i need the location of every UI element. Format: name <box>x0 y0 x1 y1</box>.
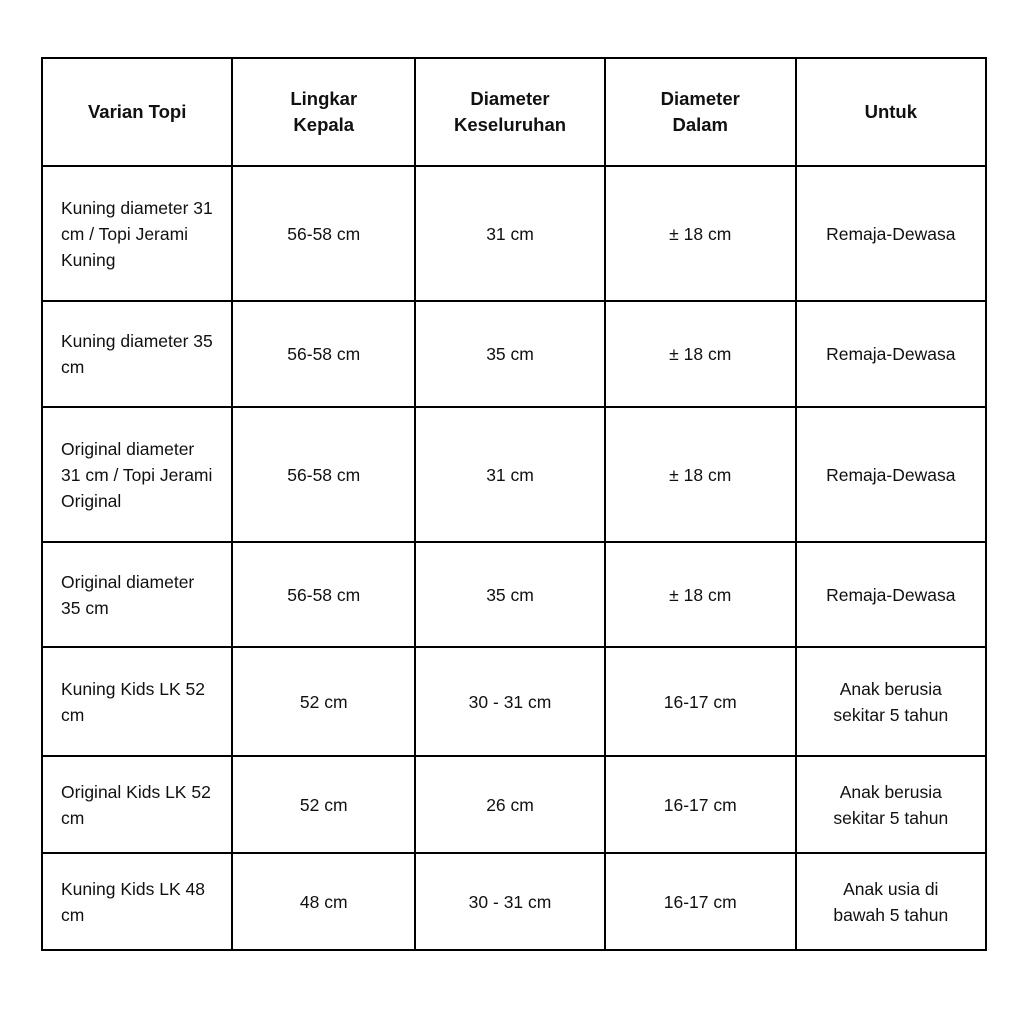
cell-varian-topi: Kuning Kids LK 52 cm <box>40 646 234 757</box>
cell-lingkar-kepala: 56-58 cm <box>231 165 417 302</box>
cell-diameter-keseluruhan: 31 cm <box>414 406 606 543</box>
cell-lingkar-kepala: 52 cm <box>231 646 417 757</box>
cell-untuk: Anak usia di bawah 5 tahun <box>794 852 988 951</box>
cell-diameter-dalam: 16-17 cm <box>603 852 797 951</box>
cell-varian-topi: Original diameter 35 cm <box>40 541 234 648</box>
cell-diameter-dalam: ± 18 cm <box>603 300 797 408</box>
cell-untuk: Remaja-Dewasa <box>794 406 988 543</box>
cell-varian-topi: Kuning diameter 35 cm <box>40 300 234 408</box>
cell-untuk: Remaja-Dewasa <box>794 165 988 302</box>
table-row: Original diameter 35 cm 56-58 cm 35 cm ± 18… <box>40 541 988 648</box>
cell-untuk: Remaja-Dewasa <box>794 541 988 648</box>
cell-lingkar-kepala: 56-58 cm <box>231 300 417 408</box>
header-lingkar-kepala: Lingkar Kepala <box>231 57 417 167</box>
table-row: Kuning Kids LK 52 cm 52 cm 30 - 31 cm 16-17… <box>40 646 988 757</box>
header-diameter-dalam: Diameter Dalam <box>603 57 797 167</box>
cell-diameter-dalam: ± 18 cm <box>603 165 797 302</box>
header-diameter-keseluruhan: Diameter Keseluruhan <box>414 57 606 167</box>
cell-untuk: Anak berusia sekitar 5 tahun <box>794 755 988 854</box>
cell-diameter-dalam: ± 18 cm <box>603 406 797 543</box>
cell-diameter-keseluruhan: 30 - 31 cm <box>414 646 606 757</box>
table-row: Kuning diameter 35 cm 56-58 cm 35 cm ± 18 c… <box>40 300 988 408</box>
header-untuk: Untuk <box>794 57 988 167</box>
cell-varian-topi: Kuning diameter 31 cm / Topi Jerami Kuni… <box>40 165 234 302</box>
cell-diameter-keseluruhan: 35 cm <box>414 300 606 408</box>
cell-diameter-dalam: 16-17 cm <box>603 755 797 854</box>
cell-varian-topi: Original diameter 31 cm / Topi Jerami Or… <box>40 406 234 543</box>
cell-lingkar-kepala: 56-58 cm <box>231 406 417 543</box>
cell-varian-topi: Kuning Kids LK 48 cm <box>40 852 234 951</box>
cell-diameter-keseluruhan: 35 cm <box>414 541 606 648</box>
header-row: Varian Topi Lingkar Kepala Diameter Kese… <box>40 57 988 167</box>
table-row: Original Kids LK 52 cm 52 cm 26 cm 16-17 cm… <box>40 755 988 854</box>
table-row: Kuning diameter 31 cm / Topi Jerami Kuni… <box>40 165 988 302</box>
table-row: Kuning Kids LK 48 cm 48 cm 30 - 31 cm 16-17… <box>40 852 988 951</box>
cell-diameter-dalam: 16-17 cm <box>603 646 797 757</box>
cell-diameter-keseluruhan: 26 cm <box>414 755 606 854</box>
cell-lingkar-kepala: 52 cm <box>231 755 417 854</box>
cell-untuk: Anak berusia sekitar 5 tahun <box>794 646 988 757</box>
table-row: Original diameter 31 cm / Topi Jerami Or… <box>40 406 988 543</box>
cell-lingkar-kepala: 48 cm <box>231 852 417 951</box>
header-varian-topi: Varian Topi <box>40 57 234 167</box>
cell-diameter-keseluruhan: 31 cm <box>414 165 606 302</box>
cell-diameter-dalam: ± 18 cm <box>603 541 797 648</box>
cell-lingkar-kepala: 56-58 cm <box>231 541 417 648</box>
cell-untuk: Remaja-Dewasa <box>794 300 988 408</box>
cell-diameter-keseluruhan: 30 - 31 cm <box>414 852 606 951</box>
size-chart-table: Varian Topi Lingkar Kepala Diameter Kese… <box>40 57 988 951</box>
cell-varian-topi: Original Kids LK 52 cm <box>40 755 234 854</box>
